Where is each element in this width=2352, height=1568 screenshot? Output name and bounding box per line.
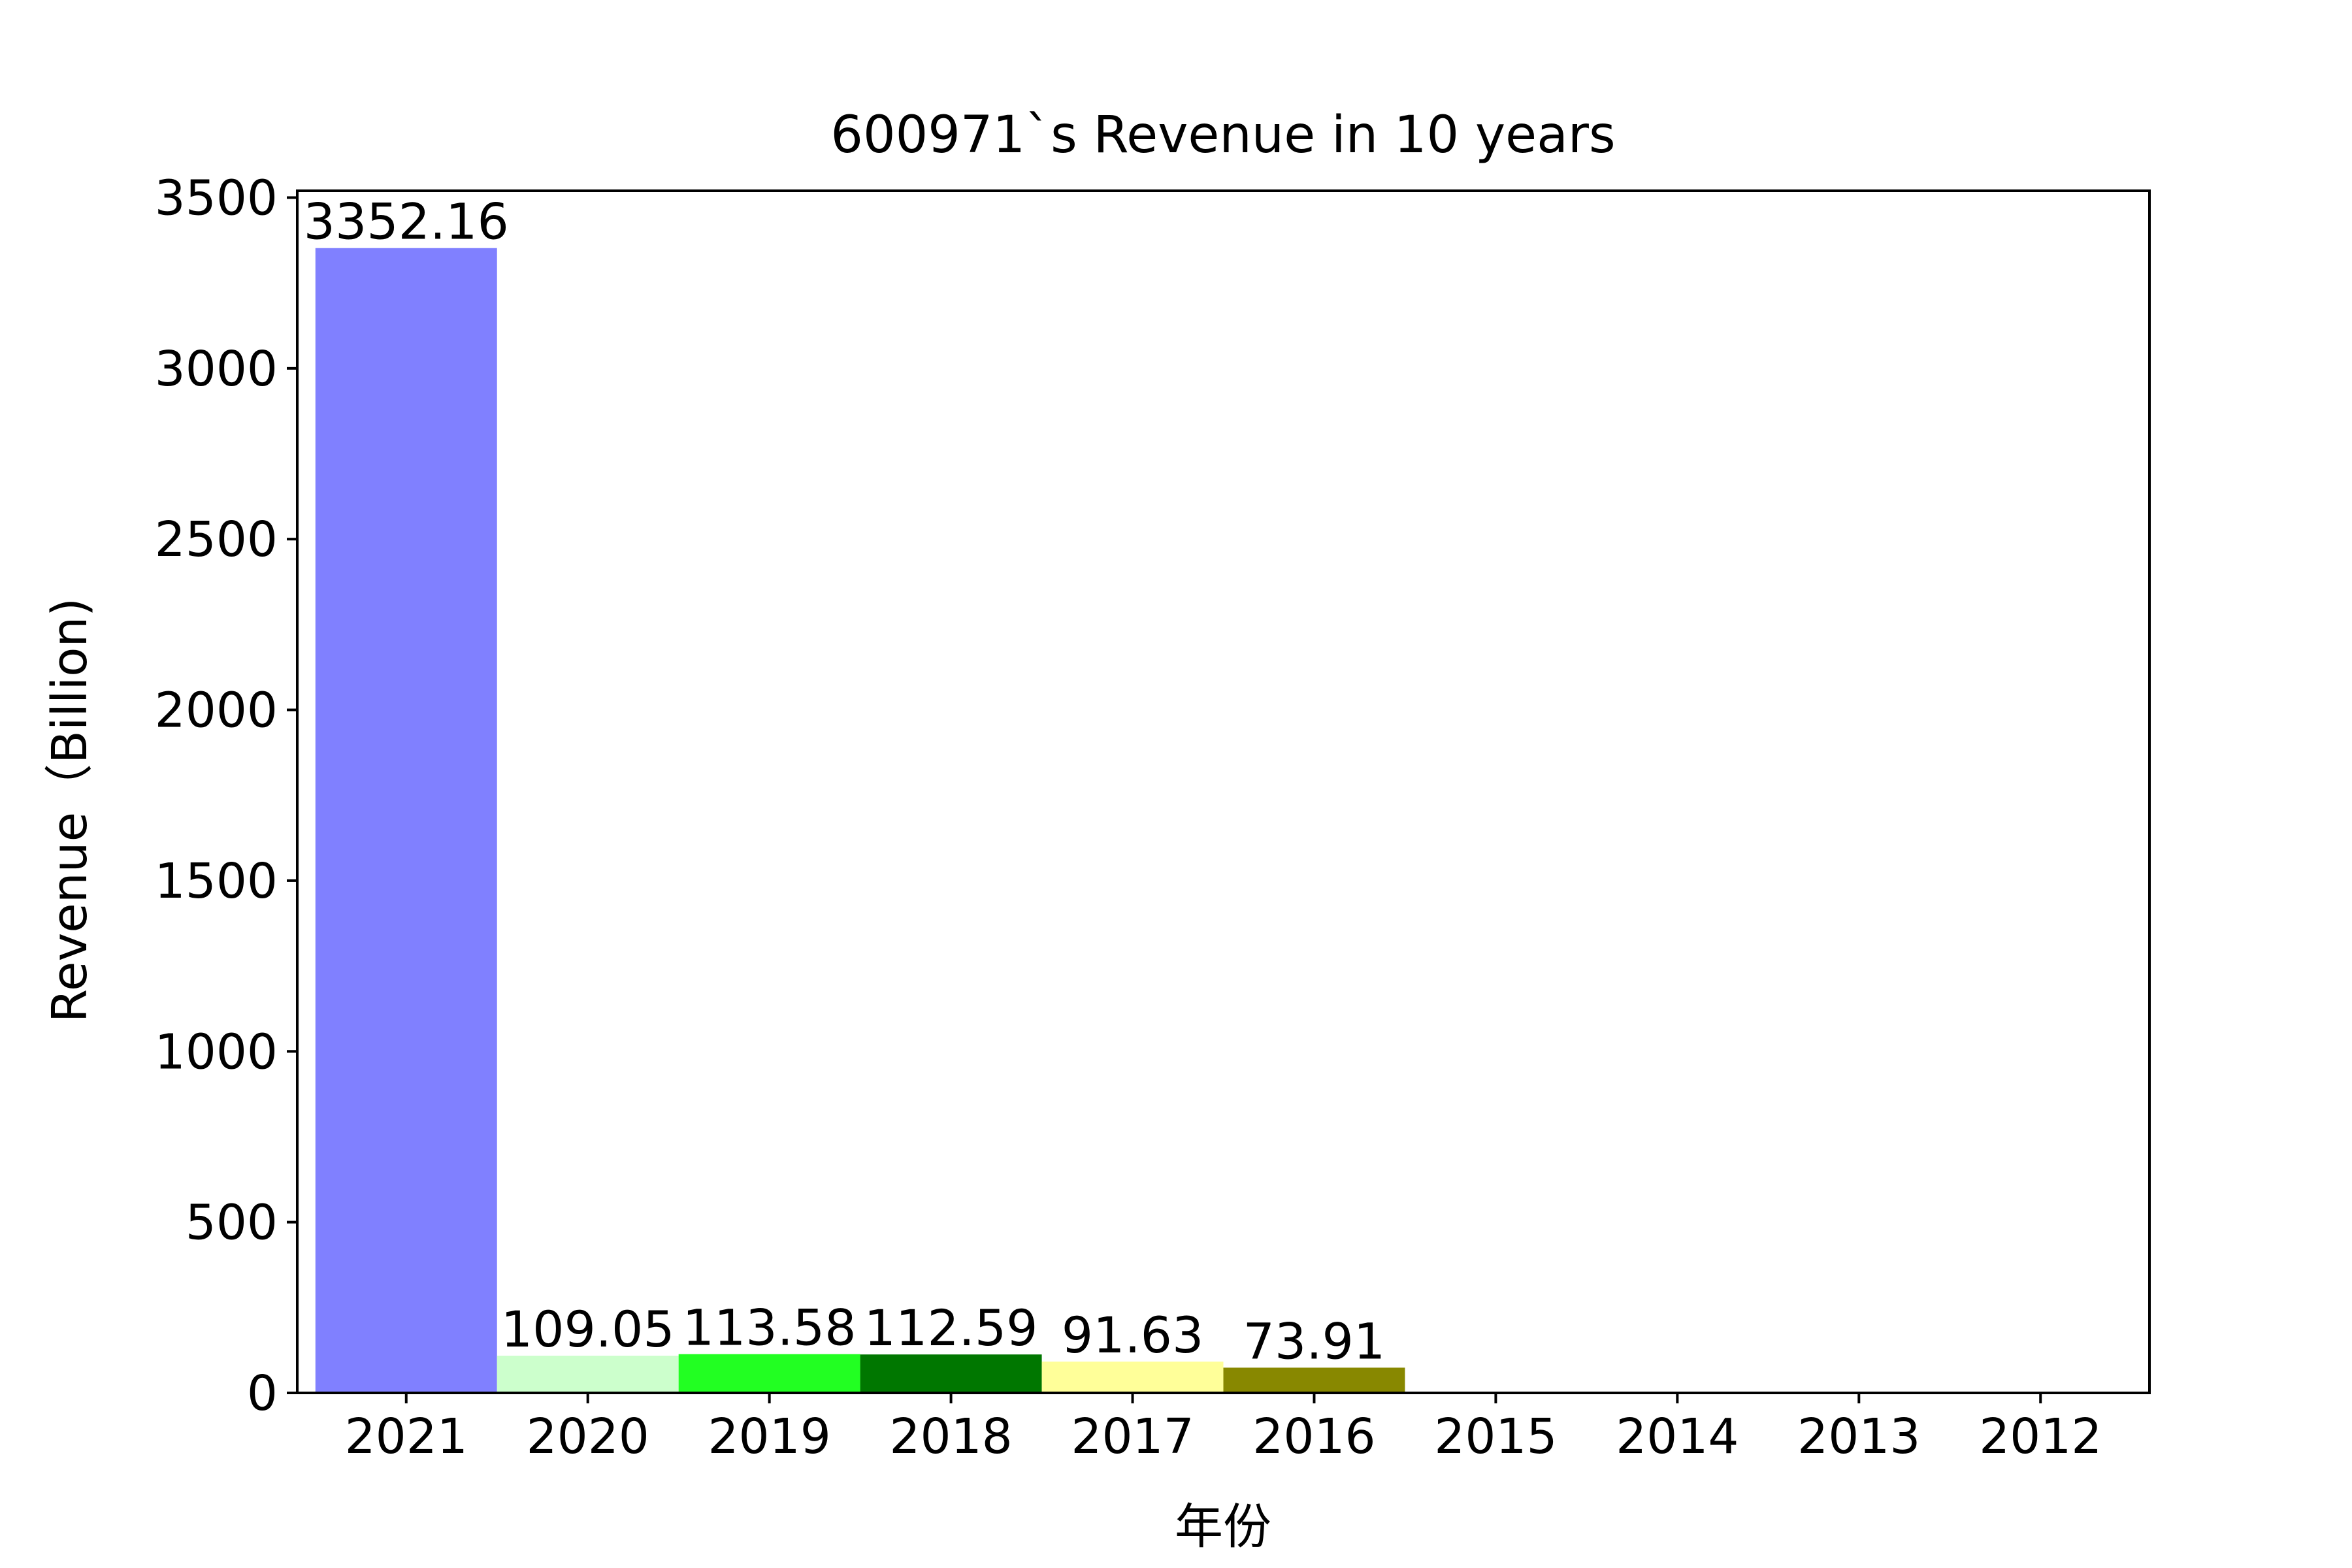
- y-tick-label-500: 500: [186, 1195, 278, 1251]
- y-axis-label: Revenue（Billion): [42, 598, 98, 1022]
- plot-area: 3352.16 109.05 113.58 112.59 91.63 73.91 2021 2…: [155, 170, 2151, 1465]
- x-tick-label-2015: 2015: [1434, 1409, 1557, 1465]
- x-tick-label-2013: 2013: [1797, 1409, 1920, 1465]
- bar-value-label-2019: 113.58: [683, 1299, 857, 1357]
- x-tick-label-2019: 2019: [708, 1409, 830, 1465]
- x-tick-label-2016: 2016: [1252, 1409, 1375, 1465]
- bar-value-label-2021: 3352.16: [304, 193, 509, 251]
- bar-2021: [315, 248, 497, 1394]
- bar-2017: [1041, 1362, 1224, 1393]
- bar-value-label-2017: 91.63: [1062, 1306, 1204, 1364]
- bar-value-label-2016: 73.91: [1243, 1312, 1386, 1370]
- y-tick-label-0: 0: [247, 1365, 278, 1422]
- y-tick-label-1500: 1500: [155, 853, 278, 909]
- bar-2020: [497, 1356, 679, 1393]
- bar-value-label-2018: 112.59: [864, 1299, 1038, 1357]
- x-tick-label-2014: 2014: [1616, 1409, 1739, 1465]
- x-tick-label-2018: 2018: [889, 1409, 1012, 1465]
- bar-value-label-2020: 109.05: [501, 1300, 675, 1358]
- x-axis-label: 年份: [1175, 1499, 1271, 1555]
- bar-2019: [678, 1354, 860, 1393]
- chart-title: 600971`s Revenue in 10 years: [830, 106, 1615, 165]
- plot-frame: [296, 189, 2151, 1394]
- y-tick-label-3000: 3000: [155, 341, 278, 397]
- bar-2018: [860, 1354, 1042, 1393]
- x-tick-label-2012: 2012: [1979, 1409, 2102, 1465]
- bar-2016: [1223, 1367, 1405, 1393]
- y-tick-label-2500: 2500: [155, 512, 278, 568]
- x-tick-label-2020: 2020: [527, 1409, 649, 1465]
- x-tick-label-2021: 2021: [345, 1409, 468, 1465]
- y-tick-label-3500: 3500: [155, 170, 278, 226]
- y-tick-label-1000: 1000: [155, 1024, 278, 1080]
- y-tick-label-2000: 2000: [155, 683, 278, 739]
- x-tick-label-2017: 2017: [1071, 1409, 1194, 1465]
